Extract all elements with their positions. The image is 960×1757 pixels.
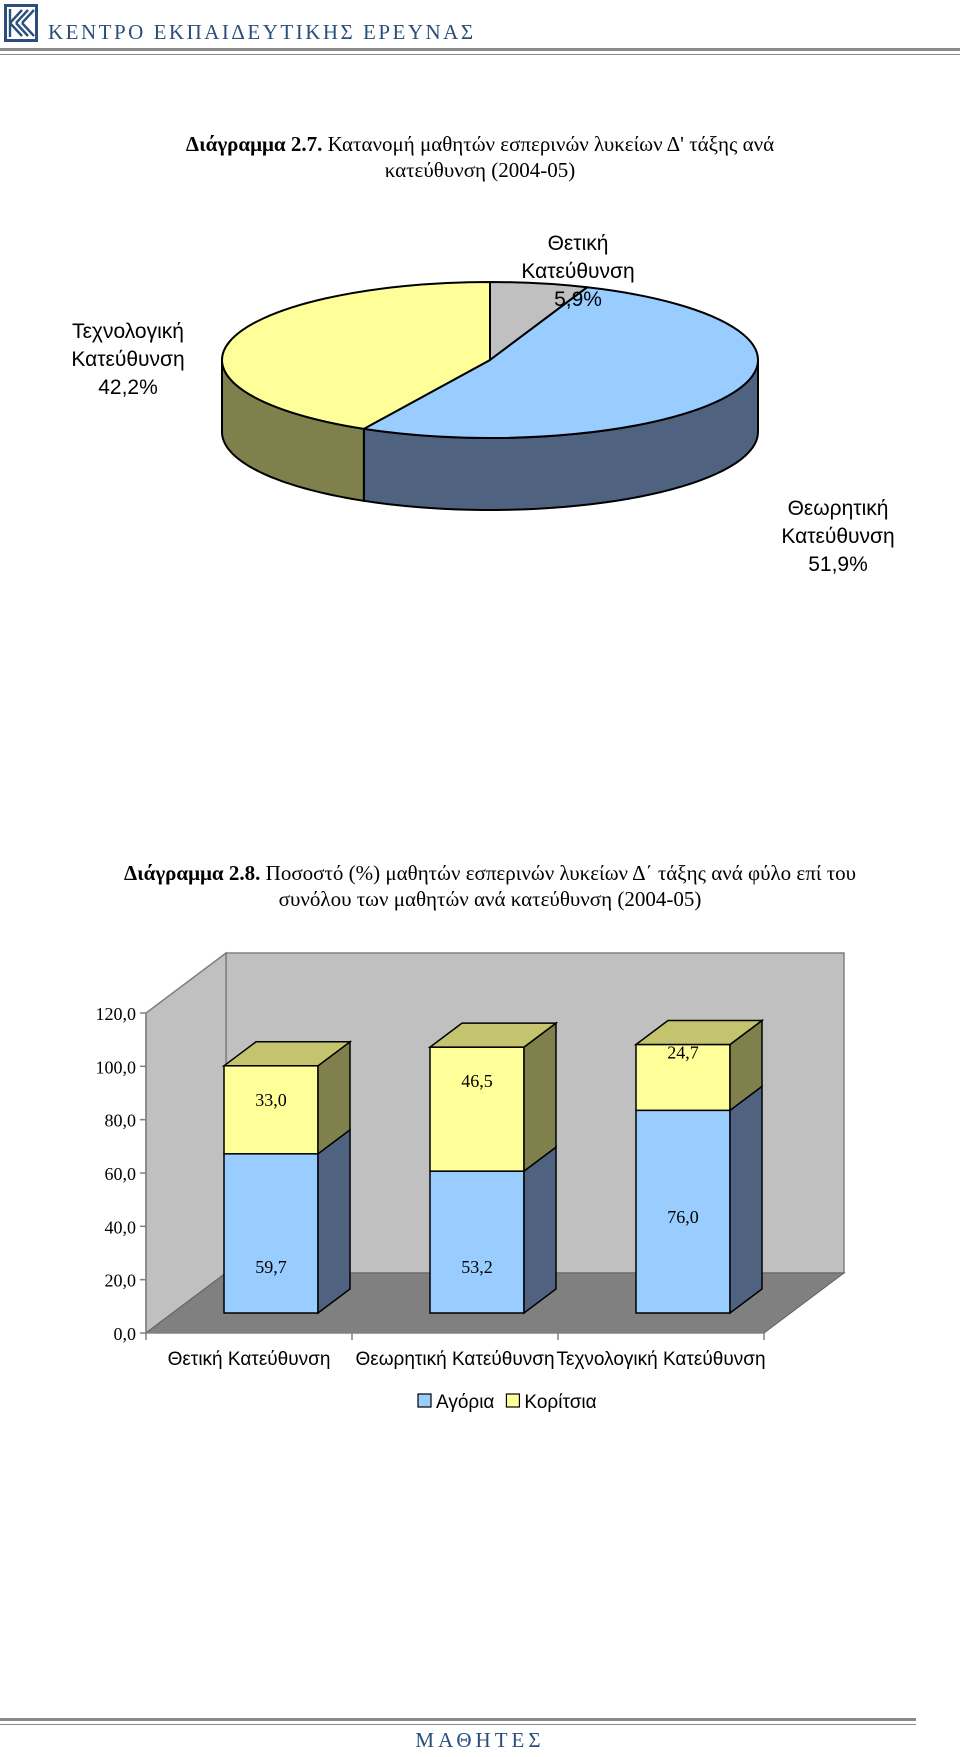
y-tick-label-6: 120,0 (96, 1004, 137, 1024)
pie-label-value-0: 5,9% (554, 288, 602, 311)
x-category-label-1: Θεωρητική Κατεύθυνση (355, 1349, 554, 1370)
logo-icon (4, 4, 38, 42)
bar-chart: 0,0 20,0 40,0 60,0 80,0 100,0 120,0 59,7 33,0 Θετ… (96, 951, 846, 1413)
pie-label-name-1: Θεωρητική (788, 497, 889, 520)
bar-value-label-2-0: 76,0 (667, 1207, 699, 1227)
pie-caption-title-line2: κατεύθυνση (2004-05) (384, 158, 576, 182)
bar-1-1 (429, 1046, 525, 1172)
bar-0-0 (223, 1153, 319, 1314)
y-tick-label-1: 20,0 (105, 1271, 137, 1291)
pie-slice-2 (221, 280, 491, 430)
bar-top-1 (427, 1022, 559, 1048)
bar-2-0 (635, 1109, 731, 1314)
y-tick-label-5: 100,0 (96, 1057, 137, 1077)
footer-divider (0, 1718, 916, 1721)
bar-top-0 (221, 1041, 353, 1067)
y-tick-label-0: 0,0 (114, 1324, 137, 1344)
pie-chart-caption: Διάγραμμα 2.7. Κατανομή μαθητών εσπερινώ… (100, 131, 860, 183)
legend-swatch-0 (417, 1393, 432, 1408)
bar-caption-title-line2: συνόλου των μαθητών ανά κατεύθυνση (2004… (278, 887, 702, 911)
pie-label-direction-1: Κατεύθυνση (781, 525, 894, 548)
pie-caption-label: Διάγραμμα 2.7. (185, 132, 323, 156)
bar-value-label-0-0: 59,7 (255, 1257, 287, 1277)
pie-slice-1 (360, 286, 759, 439)
pie-caption-title-line1: Κατανομή μαθητών εσπερινών λυκείων Δ' τά… (327, 132, 775, 156)
bar-value-label-2-1: 24,7 (667, 1042, 699, 1062)
y-tick-label-4: 80,0 (105, 1111, 137, 1131)
bar-caption-label: Διάγραμμα 2.8. (123, 861, 261, 885)
bar-value-label-1-0: 53,2 (461, 1257, 493, 1277)
bar-chart-caption: Διάγραμμα 2.8. Ποσοστό (%) μαθητών εσπερ… (70, 860, 910, 912)
pie-label-name-0: Θετική (548, 232, 609, 255)
page-header: ΚΕΝΤΡΟ ΕΚΠΑΙΔΕΥΤΙΚΗΣ ΕΡΕΥΝΑΣ (0, 0, 960, 60)
footer-divider-thin (0, 1724, 916, 1725)
bar-value-label-0-1: 33,0 (255, 1090, 287, 1110)
bar-side-2-0 (729, 1084, 763, 1315)
legend-swatch-1 (505, 1393, 521, 1408)
x-category-label-2: Τεχνολογική Κατεύθυνση (556, 1349, 765, 1370)
legend: Αγόρια Κορίτσια (417, 1392, 597, 1413)
bar-value-label-1-1: 46,5 (461, 1071, 493, 1091)
y-tick-label-2: 40,0 (105, 1217, 137, 1237)
pie-label-value-2: 42,2% (98, 376, 158, 399)
pie-label-name-2: Τεχνολογική (72, 320, 184, 343)
y-tick-label-3: 60,0 (105, 1164, 137, 1184)
bar-1-0 (429, 1170, 525, 1314)
pie-chart: Θετική Κατεύθυνση 5,9% Θεωρητική Κατεύθυνση 5… (71, 232, 894, 576)
footer-section-title: ΜΑΘΗΤΕΣ (415, 1728, 545, 1752)
bar-caption-title-line1: Ποσοστό (%) μαθητών εσπερινών λυκείων Δ΄… (265, 861, 857, 885)
pie-label-direction-2: Κατεύθυνση (71, 348, 184, 371)
legend-label-1: Κορίτσια (524, 1392, 596, 1413)
bar-side-1-0 (523, 1145, 557, 1315)
organization-name: ΚΕΝΤΡΟ ΕΚΠΑΙΔΕΥΤΙΚΗΣ ΕΡΕΥΝΑΣ (48, 20, 476, 44)
x-category-label-0: Θετική Κατεύθυνση (168, 1349, 331, 1370)
bar-top-2 (633, 1019, 765, 1046)
legend-label-0: Αγόρια (436, 1392, 494, 1413)
bar-side-1-1 (523, 1021, 557, 1173)
bar-2-1 (635, 1043, 731, 1112)
header-divider (0, 48, 960, 51)
bar-side-0-0 (317, 1128, 351, 1315)
pie-label-value-1: 51,9% (808, 553, 868, 576)
side-wall (145, 951, 227, 1335)
header-divider-thin (0, 54, 960, 55)
pie-label-direction-0: Κατεύθυνση (521, 260, 634, 283)
